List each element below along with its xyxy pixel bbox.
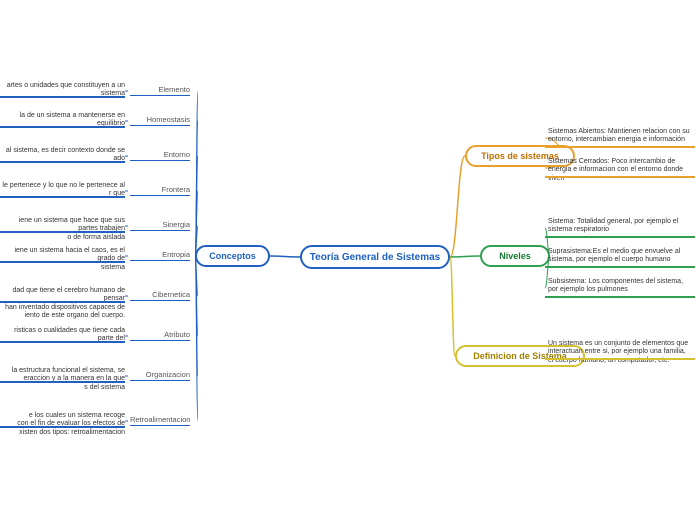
desc-underline: [0, 341, 125, 343]
leaf-underline: [545, 236, 695, 238]
subdesc-8: la estructura funcional el sistema, se e…: [0, 367, 125, 392]
center-label: Teoría General de Sistemas: [310, 252, 440, 263]
leaf-underline: [545, 266, 695, 268]
branch-label: Niveles: [499, 251, 531, 261]
leaf-definicion-0: Un sistema es un conjunto de elementos q…: [548, 340, 693, 365]
subdesc-6: dad que tiene el cerebro humano de pensa…: [0, 287, 125, 321]
sublabel-0[interactable]: Elemento: [130, 85, 190, 96]
desc-underline: [0, 231, 125, 233]
leaf-niveles-1: Suprasistema:Es el medio que envuelve al…: [548, 248, 693, 265]
subdesc-5: iene un sistema hacia el caos, es el gra…: [0, 247, 125, 272]
desc-underline: [0, 126, 125, 128]
branch-label: Conceptos: [209, 251, 256, 261]
sublabel-8[interactable]: Organizacion: [130, 370, 190, 381]
subdesc-4: iene un sistema que hace que sus partes …: [0, 217, 125, 242]
branch-node-niveles[interactable]: Niveles: [480, 245, 550, 267]
leaf-underline: [545, 146, 695, 148]
sublabel-4[interactable]: Sinergia: [130, 220, 190, 231]
desc-underline: [0, 96, 125, 98]
leaf-underline: [545, 296, 695, 298]
leaf-tipos-0: Sistemas Abiertos: Mantienen relacion co…: [548, 128, 693, 145]
desc-underline: [0, 381, 125, 383]
leaf-underline: [545, 358, 695, 360]
subdesc-9: e los cuales un sistema recoge con el fi…: [0, 412, 125, 437]
sublabel-9[interactable]: Retroalimentacion: [130, 415, 190, 426]
sublabel-1[interactable]: Homeostasis: [130, 115, 190, 126]
leaf-niveles-0: Sistema: Totalidad general, por ejemplo …: [548, 218, 693, 235]
sublabel-3[interactable]: Frontera: [130, 185, 190, 196]
sublabel-5[interactable]: Entropia: [130, 250, 190, 261]
desc-underline: [0, 196, 125, 198]
desc-underline: [0, 426, 125, 428]
sublabel-2[interactable]: Entorno: [130, 150, 190, 161]
leaf-underline: [545, 176, 695, 178]
desc-underline: [0, 261, 125, 263]
sublabel-7[interactable]: Atributo: [130, 330, 190, 341]
desc-underline: [0, 161, 125, 163]
branch-node-conceptos[interactable]: Conceptos: [195, 245, 270, 267]
leaf-tipos-1: Sistemas Cerrados: Poco intercambio de e…: [548, 158, 693, 183]
sublabel-6[interactable]: Cibernetica: [130, 290, 190, 301]
leaf-niveles-2: Subsistema: Los componentes del sistema,…: [548, 278, 693, 295]
desc-underline: [0, 301, 125, 303]
center-node[interactable]: Teoría General de Sistemas: [300, 245, 450, 269]
